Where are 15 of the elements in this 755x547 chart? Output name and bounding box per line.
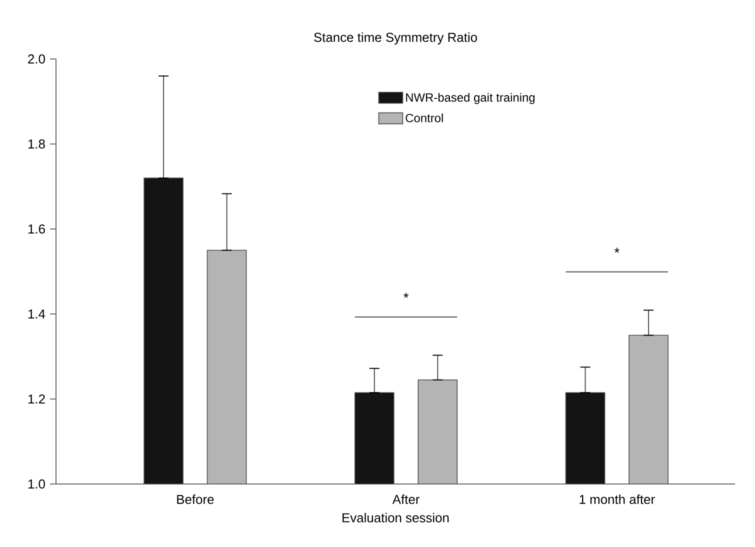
y-tick-label: 1.6 [28,224,45,234]
y-tick-label: 1.8 [28,139,45,149]
x-tick-label: After [392,494,420,504]
legend-label: NWR-based gait training [406,92,535,104]
y-tick-label: 2.0 [28,54,45,64]
annotation: * [614,248,620,253]
y-tick-label: 1.2 [28,394,45,404]
x-axis-title: Evaluation session [342,512,449,522]
annotation: * [404,292,409,298]
chart-title: Stance time Symmetry Ratio [314,32,477,44]
x-tick-label: 1 month after [580,494,655,504]
x-tick-label: Before [177,494,214,504]
y-tick-label: 1.0 [28,479,45,489]
y-tick-label: 1.4 [28,310,46,318]
legend-label: Control [406,114,443,122]
